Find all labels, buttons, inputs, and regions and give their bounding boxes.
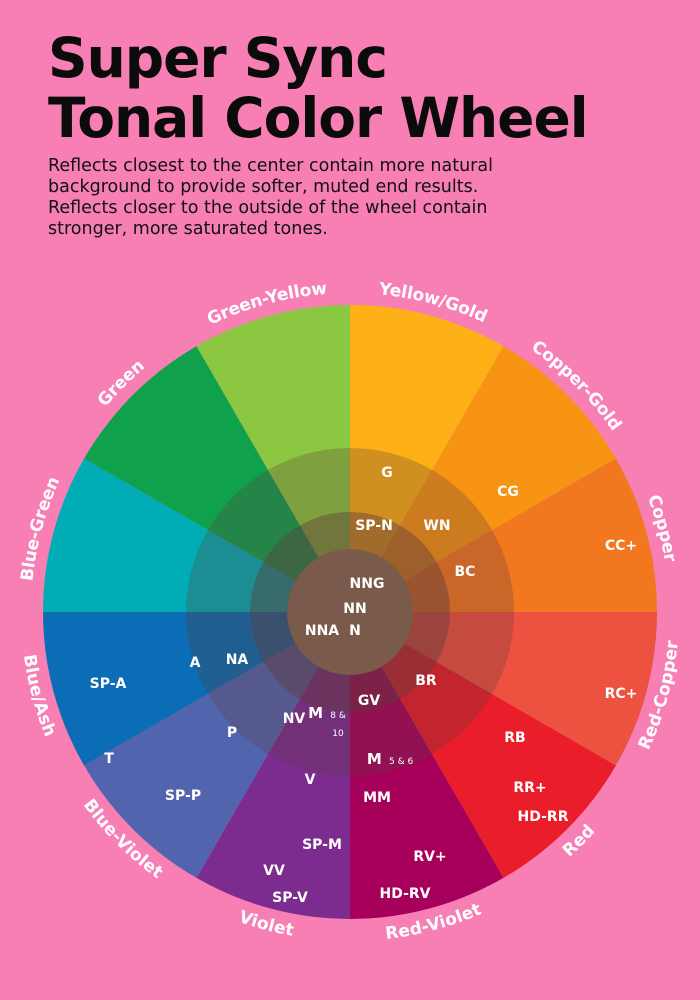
description: Reflects closest to the center contain m… [48,156,668,240]
shade-rings [186,448,514,776]
code-sp-p: SP-P [165,788,201,804]
code-a: A [190,655,201,671]
segment-red-violet [350,612,504,919]
code-nn: NN [343,601,366,617]
code-t: T [104,751,114,767]
code-m-8-10-main: M [308,704,323,722]
code-rb: RB [504,730,525,746]
description-line-3: Reflects closer to the outside of the wh… [48,198,488,218]
code-m-8-10: M 8 & [308,704,346,722]
description-line-4: stronger, more saturated tones. [48,219,328,239]
segment-blue-violet [84,612,351,878]
wheel-segments [43,305,657,919]
segment-blue-ash [43,612,350,766]
description-line-2: background to provide softer, muted end … [48,177,479,197]
code-cg: CG [497,484,519,500]
page-title: Super Sync Tonal Color Wheel [48,26,589,150]
code-sp-a: SP-A [90,676,127,692]
code-hd-rv: HD-RV [379,886,430,902]
description-line-1: Reflects closest to the center contain m… [48,156,493,176]
code-nv: NV [283,711,306,727]
code-m-5-6-sub: 5 & 6 [389,757,413,767]
code-hd-rr: HD-RR [518,809,569,825]
segment-violet [196,612,350,919]
shade-code-labels: G CG CC+ RC+ RB RR+ HD-RR RV+ HD-RV SP-M… [90,465,638,906]
code-br: BR [415,673,437,689]
code-p: P [227,725,237,741]
code-m-5-6-main: M [367,750,382,768]
center-circle [287,549,413,675]
code-rv: RV+ [413,849,446,865]
code-bc: BC [455,564,476,580]
code-v: V [305,772,316,788]
code-wn: WN [423,518,450,534]
title-line-2: Tonal Color Wheel [48,86,589,150]
code-sp-n: SP-N [355,518,393,534]
code-vv: VV [263,863,285,879]
code-sp-v: SP-V [272,890,308,906]
code-rc: RC+ [605,686,638,702]
code-mm: MM [363,790,391,806]
code-rr: RR+ [513,780,546,796]
segment-blue-green [43,458,350,612]
code-gv: GV [358,693,380,709]
segment-copper [350,458,657,612]
segment-copper-gold [350,346,616,612]
segment-red-copper [350,612,657,766]
code-na: NA [226,652,249,668]
code-sp-m: SP-M [302,837,342,853]
code-cc: CC+ [605,538,637,554]
segment-green [84,346,351,612]
code-m-8-10-sub: 8 & [330,711,346,721]
code-nng: NNG [350,576,385,592]
code-g: G [381,465,393,481]
segment-green-yellow [196,305,350,612]
code-m-8-10-line2: 10 [332,729,344,739]
code-m-5-6: M 5 & 6 [367,750,414,768]
segment-yellow-gold [350,305,504,612]
code-nna: NNA [305,623,339,639]
code-n: N [349,623,361,639]
segment-red [350,612,616,878]
title-line-1: Super Sync [48,26,388,90]
